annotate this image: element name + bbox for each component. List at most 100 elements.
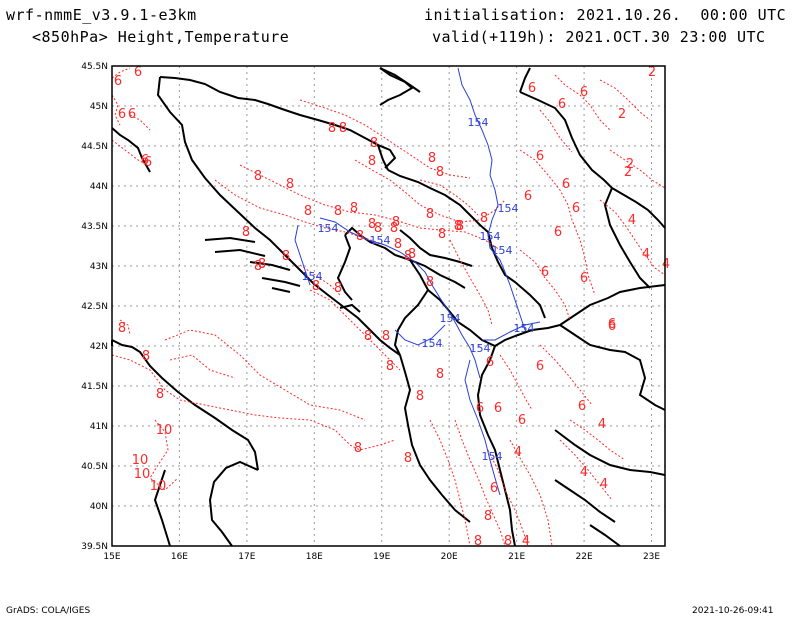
lat-tick-label: 41.5N xyxy=(81,382,108,392)
temperature-contour-label: 8 xyxy=(242,225,250,240)
temperature-contour-label: 10 xyxy=(132,453,149,468)
lon-tick-label: 15E xyxy=(103,552,120,562)
lat-tick-label: 42N xyxy=(90,342,108,352)
lat-tick-label: 45N xyxy=(90,102,108,112)
height-contour-label: 154 xyxy=(498,202,519,215)
temperature-contour-label: 6 xyxy=(536,149,544,164)
temperature-contour-label: 8 xyxy=(286,177,294,192)
lon-tick-label: 23E xyxy=(643,552,660,562)
temperature-contour-label: 4 xyxy=(522,534,530,549)
lat-tick-label: 41N xyxy=(90,422,108,432)
temperature-contour-label: 6 xyxy=(608,319,616,334)
temperature-contour-label: 6 xyxy=(536,359,544,374)
height-contour-label: 154 xyxy=(492,244,513,257)
lat-tick-label: 45.5N xyxy=(81,62,108,72)
temperature-contour-label: 8 xyxy=(258,257,266,272)
temperature-contour-label: 8 xyxy=(304,204,312,219)
temperature-contour-label: 8 xyxy=(354,441,362,456)
temperature-contour-label: 2 xyxy=(648,65,656,80)
temperature-contour-label: 8 xyxy=(374,221,382,236)
temperature-contour-label: 8 xyxy=(350,201,358,216)
model-title: wrf-nmmE_v3.9.1-e3km xyxy=(6,6,197,24)
temperature-contour-label: 8 xyxy=(254,259,262,274)
temperature-contour-label: 6 xyxy=(128,107,136,122)
lon-tick-label: 21E xyxy=(508,552,525,562)
timestamp-text: 2021-10-26-09:41 xyxy=(692,606,774,616)
temperature-contour-label: 6 xyxy=(608,317,616,332)
temperature-contour-label: 8 xyxy=(436,165,444,180)
temperature-contour-label: 8 xyxy=(484,509,492,524)
lat-tick-label: 43.5N xyxy=(81,222,108,232)
height-contour-label: 154 xyxy=(470,342,491,355)
temperature-contour-label: 8 xyxy=(408,247,416,262)
temperature-contour-label: 8 xyxy=(504,534,512,549)
height-contour-label: 154 xyxy=(468,116,489,129)
temperature-contour-label: 8 xyxy=(339,121,347,136)
height-contour-label: 154 xyxy=(370,234,391,247)
temperature-contour-label: 6 xyxy=(578,399,586,414)
temperature-contour-label: 8 xyxy=(436,367,444,382)
temperature-contour-label: 6 xyxy=(144,155,152,170)
lon-tick-label: 19E xyxy=(373,552,390,562)
temperature-contour-label: 8 xyxy=(364,329,372,344)
temperature-contour-label: 8 xyxy=(334,281,342,296)
temperature-contour-label: 8 xyxy=(254,169,262,184)
temperature-contour-label: 8 xyxy=(142,349,150,364)
temperature-contour-label: 4 xyxy=(662,257,670,272)
temperature-contour-label: 8 xyxy=(382,329,390,344)
map-frame xyxy=(111,65,666,547)
temperature-contour-label: 6 xyxy=(518,413,526,428)
temperature-contour-label: 8 xyxy=(404,451,412,466)
valid-time: valid(+119h): 2021.OCT.30 23:00 UTC xyxy=(432,28,766,46)
latitude-labels: 45.5N 45N 44.5N 44N 43.5N 43N 42.5N 42N 41.5N 41N… xyxy=(81,62,108,552)
temperature-contour-label: 6 xyxy=(572,201,580,216)
temperature-contour-label: 10 xyxy=(156,423,173,438)
temperature-contour-label: 8 xyxy=(426,275,434,290)
lat-tick-label: 43N xyxy=(90,262,108,272)
lat-tick-label: 44N xyxy=(90,182,108,192)
temperature-contour-label: 6 xyxy=(486,355,494,370)
temperature-contour-label: 8 xyxy=(394,237,402,252)
map-grid xyxy=(112,66,665,546)
lat-tick-label: 40N xyxy=(90,502,108,512)
lat-tick-label: 40.5N xyxy=(81,462,108,472)
temperature-contour-label: 8 xyxy=(390,221,398,236)
height-contour-label: 154 xyxy=(422,337,443,350)
temperature-contour-label: 6 xyxy=(134,65,142,80)
height-contour-label: 154 xyxy=(482,450,503,463)
lat-tick-label: 42.5N xyxy=(81,302,108,312)
field-title: <850hPa> Height,Temperature xyxy=(32,28,290,46)
lat-tick-label: 44.5N xyxy=(81,142,108,152)
temperature-contour-label: 8 xyxy=(438,227,446,242)
init-time: initialisation: 2021.10.26. 00:00 UTC xyxy=(424,6,787,24)
temperature-contour-label: 6 xyxy=(558,97,566,112)
temperature-contour-label: 6 xyxy=(580,85,588,100)
temperature-contour-label: 8 xyxy=(334,204,342,219)
coastline-borders xyxy=(111,67,666,547)
lon-tick-label: 22E xyxy=(576,552,593,562)
temperature-contour-label: 4 xyxy=(514,445,522,460)
temperature-contour-label: 8 xyxy=(328,121,336,136)
height-contour-label: 154 xyxy=(318,222,339,235)
temperature-contour-label: 4 xyxy=(642,247,650,262)
lon-tick-label: 20E xyxy=(441,552,458,562)
height-contour-label: 154 xyxy=(480,230,501,243)
temperature-contour-label: 6 xyxy=(118,107,126,122)
temperature-contour-label: 2 xyxy=(626,157,634,172)
temperature-contour-label: 10 xyxy=(150,479,167,494)
temperature-contour-label: 6 xyxy=(528,81,536,96)
temperature-contour-label: 6 xyxy=(141,153,149,168)
temperature-contour-label: 6 xyxy=(490,481,498,496)
lon-tick-label: 16E xyxy=(171,552,188,562)
temperature-contour-label: 6 xyxy=(476,401,484,416)
height-contours xyxy=(294,67,541,496)
temperature-contour-label: 8 xyxy=(368,217,376,232)
temperature-contour-label: 6 xyxy=(524,189,532,204)
height-contour-label: 154 xyxy=(440,312,461,325)
temperature-contour-label: 4 xyxy=(628,213,636,228)
height-contour-label: 154 xyxy=(302,270,323,283)
temperature-contour-label: 8 xyxy=(426,207,434,222)
temperature-contour-label: 8 xyxy=(282,249,290,264)
